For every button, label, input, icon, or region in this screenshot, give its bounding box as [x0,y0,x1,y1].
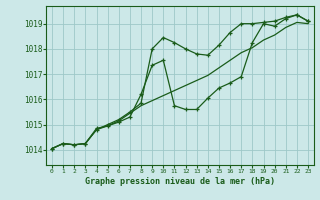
X-axis label: Graphe pression niveau de la mer (hPa): Graphe pression niveau de la mer (hPa) [85,177,275,186]
